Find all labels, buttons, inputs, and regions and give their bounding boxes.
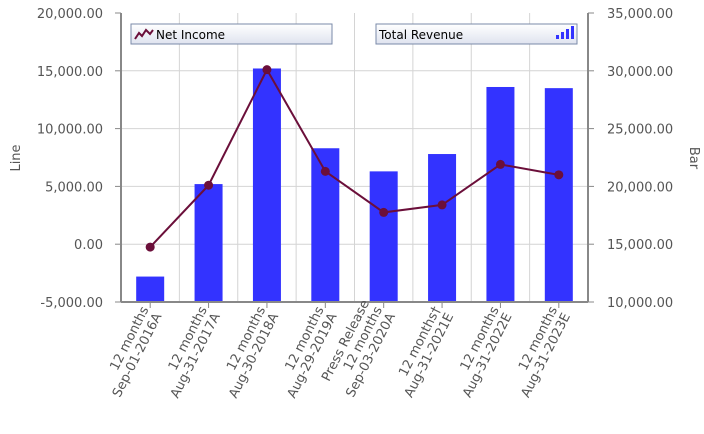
revenue-bar[interactable]	[428, 154, 457, 302]
legend-total-revenue-label: Total Revenue	[378, 28, 463, 42]
net-income-point[interactable]	[437, 200, 447, 210]
right-tick-label: 25,000.00	[607, 123, 673, 138]
net-income-point[interactable]	[379, 207, 389, 217]
left-tick-label: 15,000.00	[37, 65, 103, 80]
x-tick-label: 12 months†Aug-31-2021E	[389, 304, 458, 400]
x-tick-label: 12 monthsAug-29-2019A	[272, 304, 341, 401]
x-tick-label: 12 monthsAug-30-2018A	[213, 304, 282, 401]
revenue-bar[interactable]	[544, 88, 573, 302]
net-income-point[interactable]	[145, 242, 155, 252]
left-tick-label: 20,000.00	[37, 7, 103, 22]
revenue-bars	[136, 68, 573, 302]
net-income-point[interactable]	[204, 180, 214, 190]
legend-net-income-label: Net Income	[156, 28, 225, 42]
net-income-point[interactable]	[495, 159, 505, 169]
left-tick-label: 0.00	[74, 238, 103, 253]
revenue-bar[interactable]	[136, 276, 165, 302]
x-axis-ticks: 12 monthsSep-01-2016A 12 monthsAug-31-201…	[97, 298, 574, 401]
net-income-point[interactable]	[262, 65, 272, 75]
revenue-bar[interactable]	[252, 68, 281, 302]
left-axis-title: Line	[9, 144, 24, 171]
x-tick-label: 12 monthsAug-31-2023E	[506, 304, 574, 400]
x-tick-label: 12 monthsAug-31-2022E	[447, 304, 515, 400]
x-tick-label: 12 monthsAug-31-2017A	[155, 304, 224, 401]
right-tick-label: 20,000.00	[607, 180, 673, 195]
net-income-polyline	[149, 67, 559, 248]
net-income-point[interactable]	[554, 170, 564, 180]
bar-series-icon	[556, 26, 574, 39]
right-axis-ticks: 10,000.00 15,000.00 20,000.00 25,000.00 30,0…	[588, 7, 673, 311]
legend-net-income[interactable]: Net Income	[130, 23, 333, 45]
plot-frame	[120, 13, 589, 303]
right-tick-label: 35,000.00	[607, 7, 673, 22]
legend-total-revenue[interactable]: Total Revenue	[375, 23, 578, 45]
revenue-bar[interactable]	[486, 86, 515, 302]
revenue-bar[interactable]	[369, 171, 398, 302]
left-tick-label: 5,000.00	[45, 180, 103, 195]
right-tick-label: 15,000.00	[607, 238, 673, 253]
left-tick-label: 10,000.00	[37, 123, 103, 138]
revenue-bar[interactable]	[194, 184, 223, 302]
net-income-line	[145, 65, 564, 252]
left-tick-label: -5,000.00	[40, 296, 103, 311]
right-axis-title: Bar	[686, 147, 701, 170]
right-tick-label: 30,000.00	[607, 65, 673, 80]
x-tick-label: 12 monthsSep-01-2016A	[97, 304, 165, 400]
left-axis-ticks: -5,000.00 0.00 5,000.00 10,000.00 15,000.00 2…	[37, 7, 121, 311]
line-series-icon	[134, 28, 154, 40]
net-income-point[interactable]	[320, 166, 330, 176]
right-tick-label: 10,000.00	[607, 296, 673, 311]
grid-lines	[121, 13, 588, 302]
